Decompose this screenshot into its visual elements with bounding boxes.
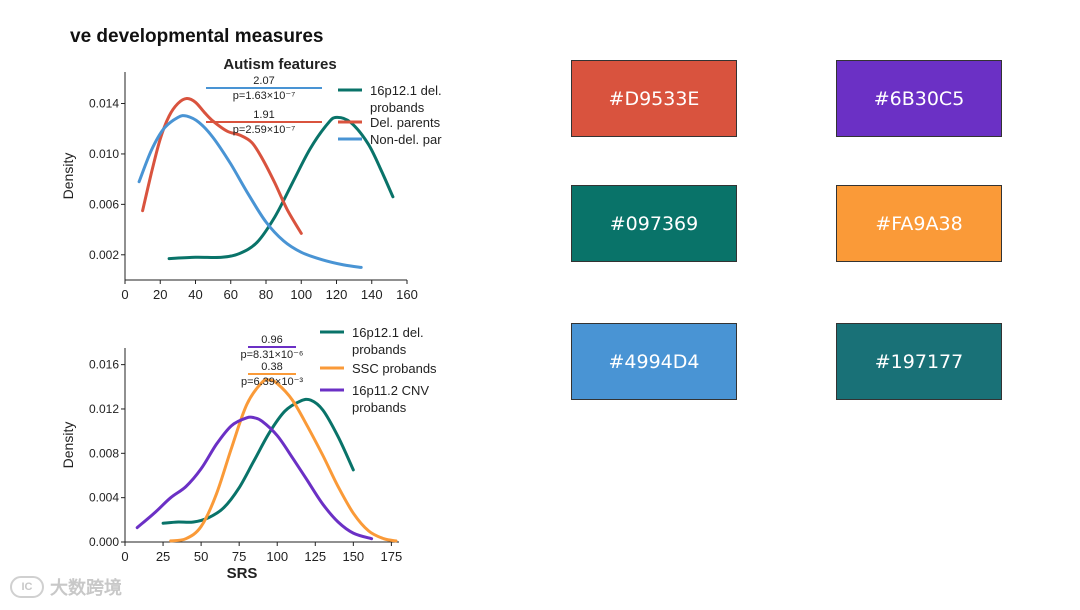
- watermark-text: 大数跨境: [50, 578, 122, 598]
- x-tick-label: 100: [290, 287, 312, 300]
- y-tick-label: 0.014: [89, 97, 119, 111]
- color-swatch-1: #D9533E: [571, 60, 737, 137]
- x-tick-label: 125: [304, 549, 326, 564]
- color-swatch-6: #197177: [836, 323, 1002, 400]
- x-tick-label: 120: [326, 287, 348, 300]
- figure-heading: ve developmental measures: [70, 26, 324, 47]
- series-line: [167, 115, 395, 261]
- chart-autism-features: 0.002 0.006 0.010 0.014 0 20 40 60 80 100 120 140 16…: [60, 56, 442, 300]
- x-tick-label: 175: [381, 549, 403, 564]
- annotation-pvalue: p=2.59×10⁻⁷: [233, 124, 295, 136]
- annotation-value: 0.38: [261, 361, 282, 373]
- annotation-pvalue: p=6.39×10⁻³: [241, 376, 303, 388]
- x-tick-label: 40: [188, 287, 202, 300]
- legend-label: probands: [370, 100, 425, 115]
- watermark-logo-icon: IC: [10, 576, 44, 598]
- swatch-hex-label: #4994D4: [608, 350, 700, 373]
- legend-label: Non-del. par: [370, 132, 442, 147]
- y-tick-label: 0.004: [89, 491, 119, 505]
- x-tick-label: 60: [224, 287, 238, 300]
- color-swatch-3: #097369: [571, 185, 737, 262]
- x-tick-label: 160: [396, 287, 418, 300]
- x-tick-label: 80: [259, 287, 273, 300]
- x-tick-label: 25: [156, 549, 170, 564]
- series-line: [169, 378, 398, 543]
- color-swatch-4: #FA9A38: [836, 185, 1002, 262]
- x-tick-label: 140: [361, 287, 383, 300]
- y-tick-label: 0.008: [89, 446, 119, 460]
- watermark: IC 大数跨境: [10, 574, 122, 600]
- legend-label: Del. parents: [370, 115, 441, 130]
- x-tick-label: 50: [194, 549, 208, 564]
- swatch-hex-label: #097369: [609, 212, 699, 235]
- legend-label: 16p12.1 del.: [370, 83, 442, 98]
- annotation-pvalue: p=8.31×10⁻⁶: [241, 349, 304, 361]
- swatch-hex-label: #D9533E: [608, 87, 700, 110]
- swatch-hex-label: #197177: [874, 350, 964, 373]
- figure-panel: ve developmental measures 0.002 0.006 0.01…: [60, 26, 442, 582]
- y-tick-label: 0.006: [89, 197, 119, 211]
- y-tick-label: 0.002: [89, 248, 119, 262]
- chart-srs-comparison: 0.000 0.004 0.008 0.012 0.016 0 25 50 75 100 125 15…: [60, 325, 437, 582]
- annotation-value: 0.96: [261, 334, 282, 346]
- annotation-value: 2.07: [253, 75, 274, 87]
- annotation-value: 1.91: [253, 109, 274, 121]
- x-tick-label: 20: [153, 287, 167, 300]
- legend-label: probands: [352, 400, 407, 415]
- legend-label: probands: [352, 342, 407, 357]
- legend-label: 16p11.2 CNV: [352, 383, 429, 398]
- x-tick-label: 0: [121, 549, 128, 564]
- x-tick-label: 100: [266, 549, 288, 564]
- legend-label: 16p12.1 del.: [352, 325, 424, 340]
- series-line: [161, 397, 355, 525]
- chart-title: Autism features: [223, 56, 336, 73]
- y-tick-label: 0.010: [89, 147, 119, 161]
- series-line: [137, 114, 363, 269]
- y-tick-label: 0.012: [89, 402, 119, 416]
- swatch-hex-label: #FA9A38: [875, 212, 963, 235]
- color-swatch-2: #6B30C5: [836, 60, 1002, 137]
- x-tick-label: 150: [342, 549, 364, 564]
- x-axis-title: SRS: [227, 565, 258, 582]
- color-swatch-5: #4994D4: [571, 323, 737, 400]
- series-line: [135, 415, 374, 541]
- y-tick-label: 0.016: [89, 358, 119, 372]
- legend-label: SSC probands: [352, 361, 437, 376]
- annotation-pvalue: p=1.63×10⁻⁷: [233, 90, 295, 102]
- swatch-hex-label: #6B30C5: [873, 87, 965, 110]
- x-tick-label: 75: [232, 549, 246, 564]
- y-tick-label: 0.000: [89, 535, 119, 549]
- y-axis-title: Density: [60, 422, 76, 469]
- y-axis-title: Density: [60, 153, 76, 200]
- x-tick-label: 0: [121, 287, 128, 300]
